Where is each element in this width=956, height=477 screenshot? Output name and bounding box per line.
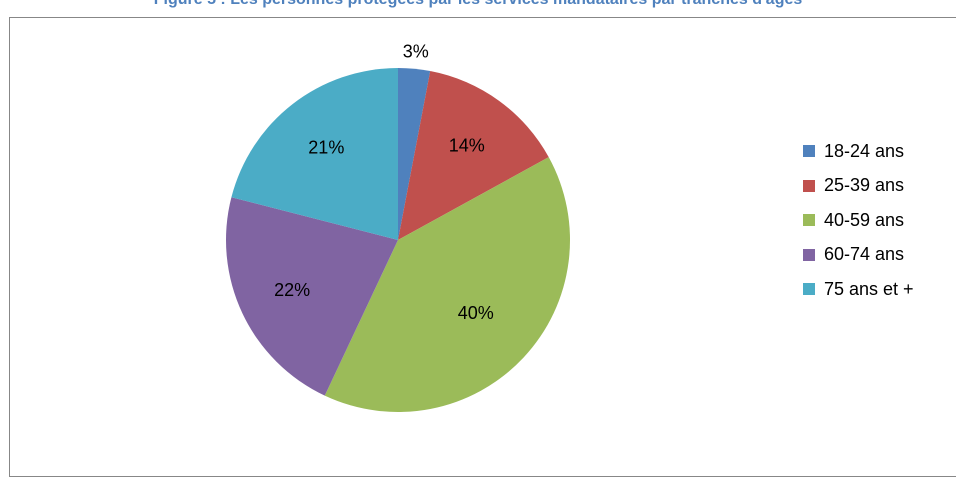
slice-label-75-ans-et: 21%: [308, 138, 344, 158]
legend-item-60-74: 60-74 ans: [803, 238, 914, 273]
legend-label-40-59: 40-59 ans: [824, 209, 905, 230]
pie-slice-18-24-ans: [398, 68, 431, 240]
slice-label-60-74-ans: 22%: [274, 280, 310, 300]
legend-swatch-25-39: [803, 179, 815, 192]
slice-label-40-59-ans: 40%: [458, 303, 494, 323]
legend-swatch-40-59: [803, 214, 815, 227]
pie-chart: 3% 14% 40% 22% 21%: [226, 42, 570, 412]
legend: 18-24 ans 25-39 ans 40-59 ans 60-74 ans …: [803, 134, 914, 307]
legend-label-25-39: 25-39 ans: [824, 175, 905, 196]
legend-item-40-59: 40-59 ans: [803, 203, 914, 238]
pie-slice-40-59-ans: [324, 157, 570, 412]
legend-label-60-74: 60-74 ans: [824, 244, 905, 265]
legend-item-18-24: 18-24 ans: [803, 134, 914, 169]
legend-swatch-75-plus: [803, 283, 815, 296]
pie-slices: [226, 68, 570, 412]
pie-slice-75-ans-et: [231, 68, 398, 240]
pie-slice-25-39-ans: [398, 71, 549, 240]
legend-swatch-60-74: [803, 248, 815, 261]
pie-labels: 3% 14% 40% 22% 21%: [274, 42, 494, 323]
pie-slice-60-74-ans: [226, 197, 398, 396]
legend-item-25-39: 25-39 ans: [803, 169, 914, 204]
legend-swatch-18-24: [803, 145, 815, 158]
chart-title: Figure 5 : Les personnes protégées par l…: [0, 0, 956, 9]
legend-label-75-plus: 75 ans et +: [824, 278, 914, 299]
slice-label-25-39-ans: 14%: [449, 135, 485, 155]
slice-label-18-24-ans: 3%: [403, 42, 429, 62]
legend-item-75-plus: 75 ans et +: [803, 272, 914, 307]
legend-label-18-24: 18-24 ans: [824, 140, 905, 161]
